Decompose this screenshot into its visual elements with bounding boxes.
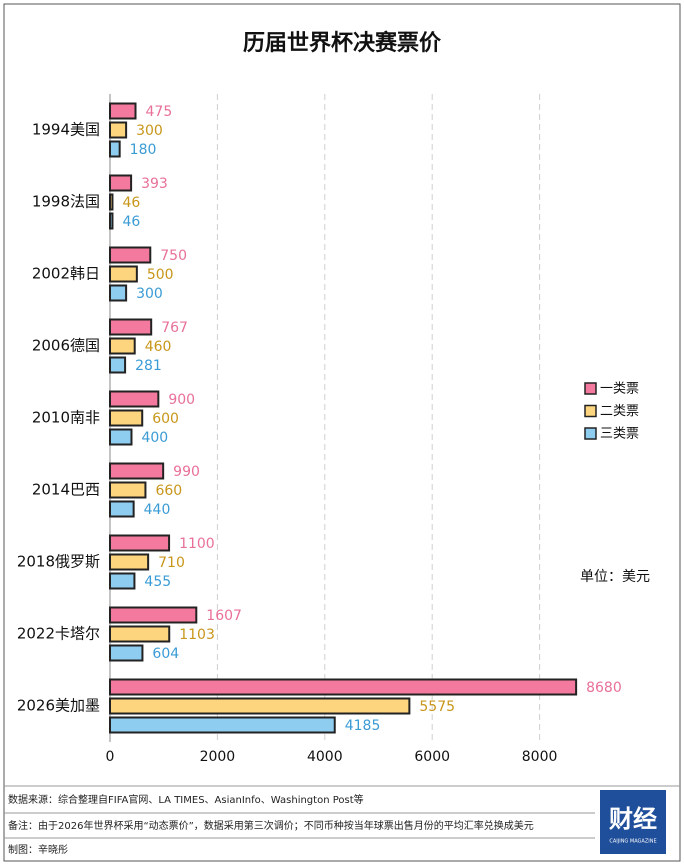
footer-note: 备注：由于2026年世界杯采用“动态票价”，数据采用第三次调价；不同币种按当年球… <box>8 819 534 832</box>
bar <box>109 428 133 446</box>
bar <box>109 625 171 643</box>
value-label: 400 <box>141 430 168 446</box>
bar <box>109 121 128 139</box>
value-label: 660 <box>155 483 182 499</box>
value-label: 604 <box>152 646 179 662</box>
value-label: 900 <box>168 392 195 408</box>
bar <box>109 606 198 624</box>
chart-title: 历届世界杯决赛票价 <box>243 30 442 56</box>
bar <box>109 553 150 571</box>
value-label: 180 <box>130 142 157 158</box>
value-label: 710 <box>158 555 185 571</box>
bar <box>109 644 144 662</box>
bar <box>109 318 153 336</box>
x-tick-label: 4000 <box>307 749 343 765</box>
value-label: 1607 <box>206 608 242 624</box>
value-label: 767 <box>161 320 188 336</box>
value-label: 300 <box>136 286 163 302</box>
value-label: 393 <box>141 176 168 192</box>
footer-credit: 制图：辛晓彤 <box>8 843 68 856</box>
bar <box>109 572 136 590</box>
bar <box>109 697 411 715</box>
value-label: 4185 <box>345 718 381 734</box>
value-label: 600 <box>152 411 179 427</box>
y-tick-label: 1994美国 <box>32 121 100 139</box>
bar <box>109 481 147 499</box>
value-label: 500 <box>147 267 174 283</box>
bar <box>109 356 127 374</box>
bar <box>109 212 114 230</box>
bar <box>109 140 121 158</box>
x-tick-label: 8000 <box>522 749 558 765</box>
x-tick-label: 0 <box>106 749 115 765</box>
value-label: 46 <box>122 195 140 211</box>
value-label: 990 <box>173 464 200 480</box>
footer-source: 数据来源：综合整理自FIFA官网、LA TIMES、AsianInfo、Wash… <box>8 793 364 806</box>
y-tick-label: 2006德国 <box>32 337 100 355</box>
legend-swatch <box>584 382 597 395</box>
y-tick-label: 2014巴西 <box>32 481 100 499</box>
legend-swatch <box>584 427 597 440</box>
y-tick-label: 2018俄罗斯 <box>17 553 100 571</box>
x-tick-label: 6000 <box>414 749 450 765</box>
value-label: 5575 <box>419 699 455 715</box>
legend-label: 三类票 <box>600 427 639 442</box>
value-label: 281 <box>135 358 162 374</box>
bar <box>109 246 152 264</box>
legend-label: 一类票 <box>600 382 639 397</box>
bar <box>109 462 165 480</box>
bar <box>109 678 578 696</box>
value-label: 1100 <box>179 536 215 552</box>
legend-label: 二类票 <box>600 404 639 419</box>
bar <box>109 265 138 283</box>
bar <box>109 337 136 355</box>
y-tick-label: 2002韩日 <box>32 265 100 283</box>
x-tick-label: 2000 <box>200 749 236 765</box>
bar <box>109 409 144 427</box>
value-label: 460 <box>145 339 172 355</box>
y-tick-label: 1998法国 <box>32 193 100 211</box>
logo-text: 财经 <box>609 805 657 833</box>
value-label: 440 <box>144 502 171 518</box>
value-label: 46 <box>122 214 140 230</box>
bar <box>109 716 336 734</box>
bar <box>109 390 160 408</box>
value-label: 1103 <box>179 627 215 643</box>
logo-subtitle: CAIJING MAGAZINE <box>609 839 656 845</box>
value-label: 475 <box>146 104 173 120</box>
logo-box <box>600 790 666 854</box>
value-label: 300 <box>136 123 163 139</box>
bar <box>109 500 135 518</box>
y-tick-label: 2026美加墨 <box>17 697 100 715</box>
value-label: 8680 <box>586 680 622 696</box>
y-tick-label: 2022卡塔尔 <box>17 625 100 643</box>
bar <box>109 174 133 192</box>
bar <box>109 102 137 120</box>
bar <box>109 534 171 552</box>
unit-note: 单位：美元 <box>580 569 650 585</box>
frame <box>3 3 681 862</box>
value-label: 455 <box>144 574 171 590</box>
value-label: 750 <box>160 248 187 264</box>
legend-swatch <box>584 404 597 418</box>
y-tick-label: 2010南非 <box>32 409 100 427</box>
bar <box>109 193 114 211</box>
bar <box>109 284 128 302</box>
